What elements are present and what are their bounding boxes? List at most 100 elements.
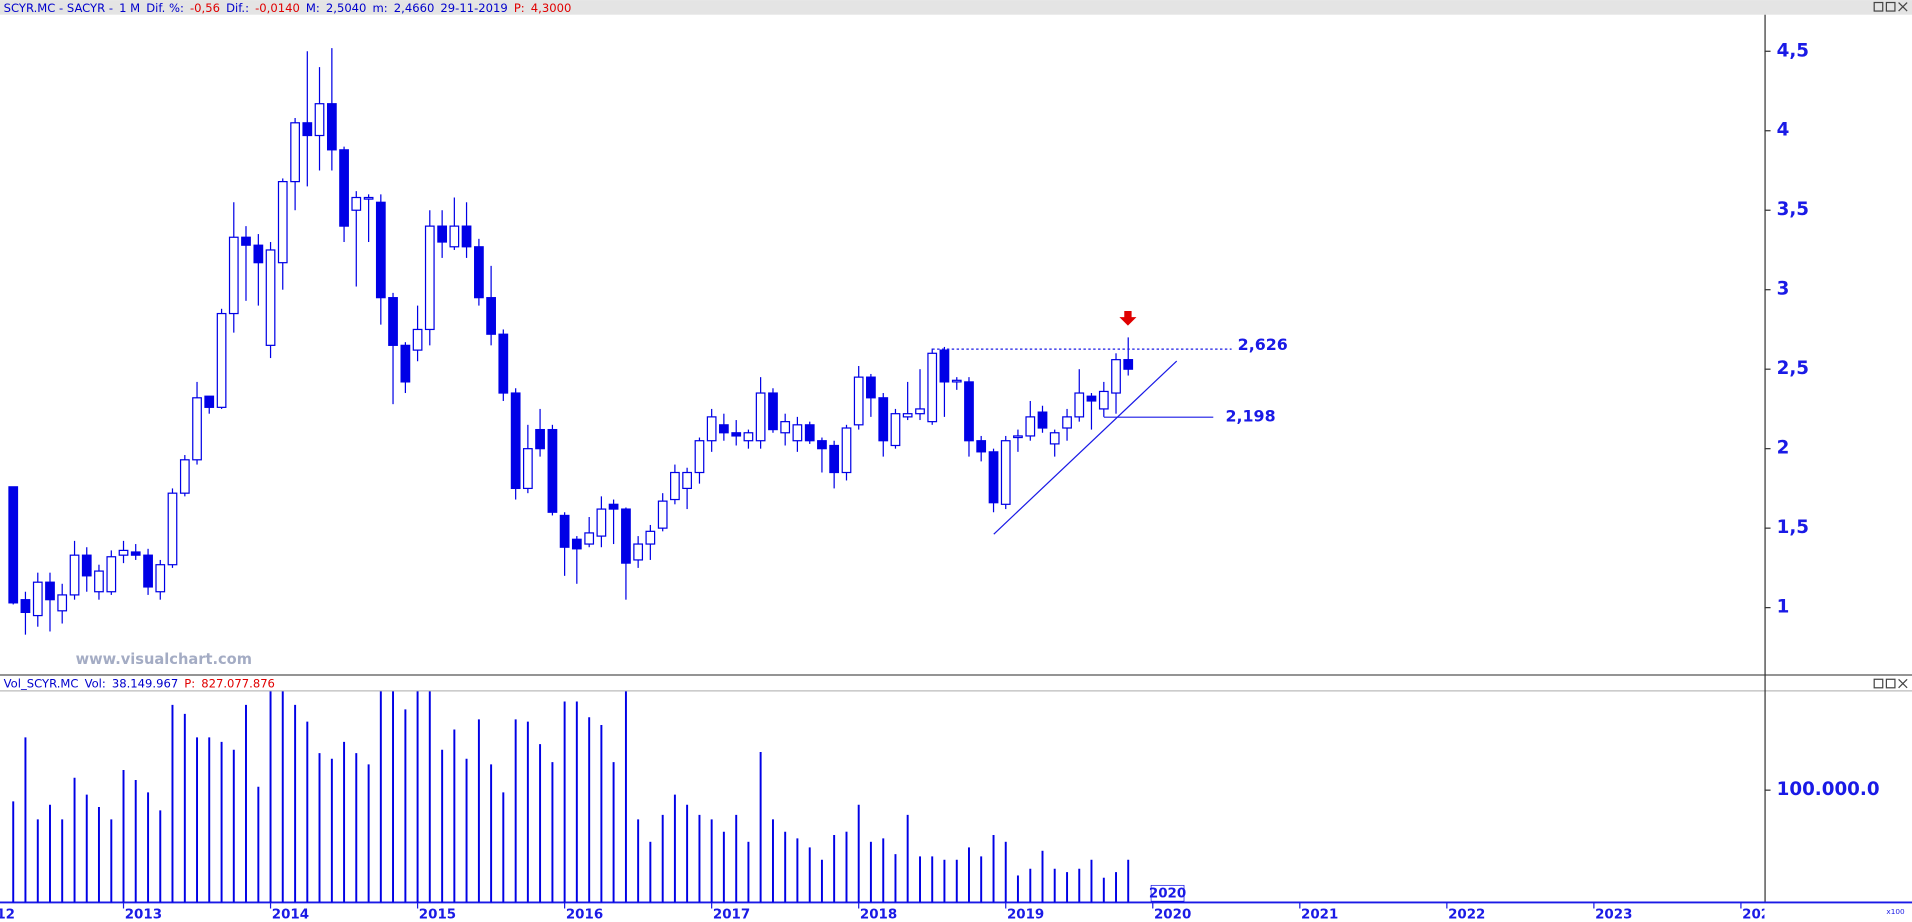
x-tick-label: 2013 [125,908,162,922]
candle-body [143,554,153,588]
candle-body [682,471,692,490]
candle-body [461,225,472,248]
candle-body [755,392,766,442]
header-item: 38.149.967 [112,676,178,690]
header-item: -0,0140 [255,0,300,14]
candle-body [768,392,778,431]
y-tick-label: 2,5 [1777,358,1809,379]
price-header: SCYR.MC - SACYR - 1 M Dif. %: -0,56 Dif.: -0,… [4,0,572,14]
candle-body [81,554,92,577]
candle-body [853,376,864,426]
button[interactable] [1898,678,1908,689]
candle-body [841,427,852,474]
candle-body [400,344,411,383]
candle-body [424,225,435,331]
candle-body [94,570,104,593]
button[interactable] [1885,1,1896,12]
header-item: P: [514,0,525,14]
candle-body [474,246,484,299]
button[interactable] [1873,1,1884,12]
candle-body [106,556,117,593]
y-tick-label: 3 [1777,279,1790,300]
candle-body [155,564,166,593]
header-item: -0,56 [190,0,220,14]
candle-body [915,408,925,415]
candle-body [167,492,178,566]
candle-body [792,424,803,442]
button[interactable] [1885,678,1896,689]
candle-body [241,236,251,246]
candle-body [1062,416,1072,429]
candle-body [449,225,460,248]
x-tick-label: 2023 [1595,908,1632,922]
candle-body [1049,432,1060,445]
candle-body [265,249,276,346]
candle-body [1025,416,1036,437]
level-label: 2,198 [1225,407,1275,426]
axes: 1 1,5 2 2,5 3 3,5 4 4,5 100.000.0 [1764,40,1880,800]
scale-note: x100 [1886,907,1905,916]
y-tick-label: 100.000.0 [1777,779,1880,800]
candle-body [670,471,680,501]
candle-body [412,328,423,351]
x-tick-label: 2019 [1007,908,1044,922]
candle-body [302,122,313,137]
candle-body [522,448,533,490]
header-item: SCYR.MC - SACYR - [4,0,113,14]
button[interactable] [1873,678,1884,689]
header-item: Vol_SCYR.MC [4,676,79,690]
candle-body [363,196,374,200]
header-item: M: [306,0,320,14]
candle-body [179,459,190,494]
candle-body [204,395,215,408]
candle-body [976,440,987,453]
candle-body [314,103,325,137]
y-tick-label: 1,5 [1777,517,1809,538]
candle-body [1086,395,1097,402]
candle-body [57,594,68,612]
candle-body [535,428,545,450]
cursor-box [1150,884,1185,902]
y-tick-label: 1 [1777,597,1790,618]
y-tick-label: 2 [1777,438,1790,459]
x-tick-label: 2012 [0,908,15,922]
candle-body [939,349,950,383]
candle-body [694,440,705,474]
candle-body [621,508,631,564]
candle-body [878,397,889,442]
candle-body [351,196,362,211]
candle-body [645,530,656,545]
x-tick-label: 2014 [272,908,309,922]
window-buttons[interactable] [1873,1,1908,689]
x-tick-label: 2021 [1301,908,1338,922]
candle-body [216,312,227,408]
x-tick-label: 2016 [566,908,603,922]
header-item: m: [373,0,388,14]
header-item: 827.077.876 [201,676,275,690]
candle-body [1000,440,1011,505]
candle-body [253,244,264,264]
candle-body [326,103,337,151]
candle-body [375,201,386,299]
y-tick-label: 4,5 [1777,40,1809,61]
candle-body [290,122,300,183]
x-tick-label: 2020 [1154,908,1191,922]
signal-arrow [1119,311,1137,326]
candle-body [866,376,876,399]
candle-body [20,599,31,614]
candle-body [902,413,913,418]
header-item: 4,3000 [531,0,572,14]
header-bar [0,0,1912,15]
candle-body [817,440,827,450]
candle-body [8,486,19,604]
candle-body [706,416,717,442]
x-tick-label: 2015 [419,908,456,922]
candle-body [228,236,239,315]
candle-body [731,432,742,437]
candle-body [951,379,962,383]
y-tick-label: 3,5 [1777,199,1809,220]
button[interactable] [1898,2,1908,12]
candle-body [988,451,999,504]
candle-body [69,554,80,596]
